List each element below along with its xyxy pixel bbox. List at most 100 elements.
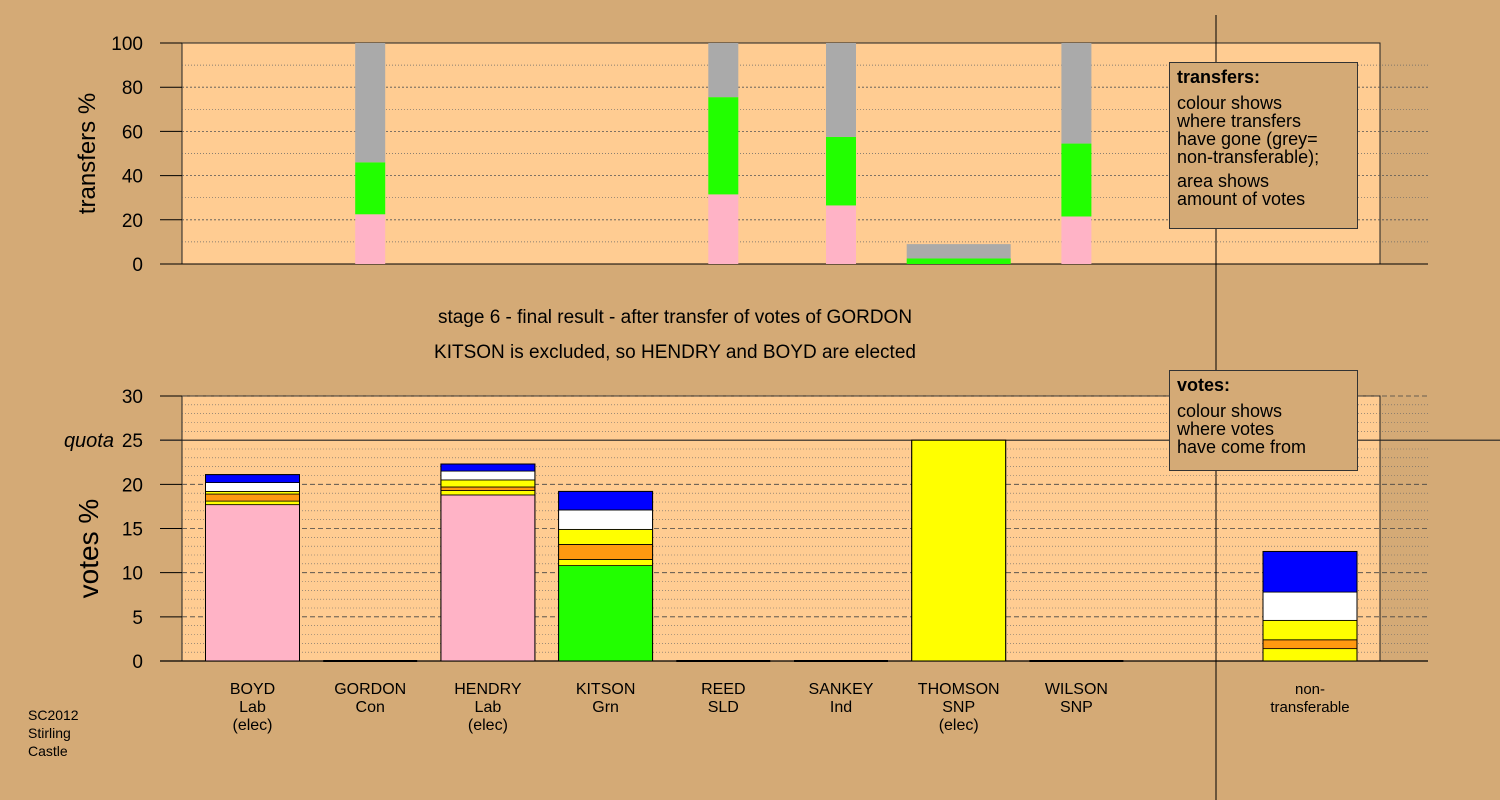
y-tick-label: 100 xyxy=(111,34,143,55)
vote-bar-segment xyxy=(1262,551,1358,593)
candidate-status: (elec) xyxy=(468,717,508,734)
candidate-party: Grn xyxy=(592,699,619,716)
candidate-name: HENDRY xyxy=(454,681,522,698)
transfers-legend-line: amount of votes xyxy=(1177,189,1306,209)
transfer-bar-segment xyxy=(826,43,856,137)
votes-legend-line: where votes xyxy=(1177,419,1275,439)
y-tick-label: 0 xyxy=(132,255,143,276)
candidate-name: REED xyxy=(701,681,745,698)
y-tick-label: 30 xyxy=(122,387,143,408)
y-tick-label: 5 xyxy=(132,608,143,629)
transfers-legend: transfers: colour shows where transfers … xyxy=(1169,62,1358,229)
vote-bar-segment xyxy=(1262,591,1358,621)
candidate-name: GORDON xyxy=(334,681,406,698)
candidate-name: KITSON xyxy=(576,681,636,698)
candidate-status: (elec) xyxy=(939,717,979,734)
vote-bar-segment xyxy=(440,470,536,481)
candidate-party: SNP xyxy=(1060,699,1093,716)
y-tick-label: 10 xyxy=(122,564,143,585)
vote-bar-segment xyxy=(1262,648,1358,662)
transfer-bar-segment xyxy=(1061,143,1092,217)
vote-bar-segment xyxy=(440,486,536,491)
votes-legend-line: colour shows xyxy=(1177,401,1283,421)
footnote: SC2012 Stirling Castle xyxy=(28,706,79,760)
y-tick-label: 20 xyxy=(122,211,143,232)
quota-label: quota xyxy=(64,430,114,452)
votes-chart: 0 5 10 15 20 25 30 quota votes % xyxy=(64,387,1500,673)
vote-bar-segment xyxy=(205,493,300,502)
transfers-legend-title: transfers: xyxy=(1177,67,1261,87)
transfers-legend-line: area shows xyxy=(1177,171,1270,191)
candidate-name: BOYD xyxy=(230,681,275,698)
y-tick-label: 20 xyxy=(122,475,143,496)
candidate-name: non- xyxy=(1295,681,1325,698)
y-tick-label: 15 xyxy=(122,520,143,541)
vote-bar-segment xyxy=(558,528,653,545)
candidate-party: Con xyxy=(356,699,385,716)
vote-bar-segment xyxy=(911,439,1007,662)
y-tick-label: 0 xyxy=(132,652,143,673)
vote-bar-segment xyxy=(205,504,300,662)
votes-legend-title: votes: xyxy=(1177,375,1231,395)
candidate-party: Ind xyxy=(830,699,852,716)
y-axis-label: votes % xyxy=(73,499,104,599)
vote-bar-outline xyxy=(911,439,1007,662)
vote-bar-outline xyxy=(440,463,536,662)
candidate-name: WILSON xyxy=(1045,681,1108,698)
candidate-name: SANKEY xyxy=(809,681,874,698)
y-tick-label: 25 xyxy=(122,431,143,452)
vote-bar-segment xyxy=(440,463,536,472)
y-tick-label: 80 xyxy=(122,78,143,99)
vote-bar-outline xyxy=(1262,550,1358,662)
vote-bar-segment xyxy=(558,544,653,560)
transfers-legend-line: have gone (grey= xyxy=(1177,129,1318,149)
vote-bar-segment xyxy=(558,490,653,511)
transfer-bar-segment xyxy=(826,136,856,206)
transfer-bar-segment xyxy=(906,258,1011,264)
candidate-party: Lab xyxy=(239,699,266,716)
transfer-bar-segment xyxy=(1061,43,1092,144)
candidate-name: THOMSON xyxy=(918,681,1000,698)
transfer-bar-segment xyxy=(355,162,386,215)
candidate-party: Lab xyxy=(475,699,502,716)
vote-bar-segment xyxy=(1262,619,1358,641)
transfer-bar-segment xyxy=(708,194,739,264)
transfer-bar-segment xyxy=(826,205,856,264)
vote-bar-segment xyxy=(558,509,653,530)
vote-bar-segment xyxy=(205,474,300,483)
footnote-line: SC2012 xyxy=(28,707,79,723)
footnote-line: Castle xyxy=(28,743,68,759)
transfer-bar-segment xyxy=(708,43,739,98)
y-tick-label: 60 xyxy=(122,122,143,143)
vote-bar-segment xyxy=(205,482,300,492)
votes-legend-line: have come from xyxy=(1177,437,1307,457)
candidate-party: transferable xyxy=(1270,699,1349,716)
candidate-party: SNP xyxy=(942,699,975,716)
vote-bar-segment xyxy=(558,559,653,567)
vote-bar-segment xyxy=(440,479,536,488)
vote-bar-segment xyxy=(440,494,536,662)
y-axis-label: transfers % xyxy=(74,93,101,214)
transfer-bar-segment xyxy=(708,97,739,195)
stage-subtitle: KITSON is excluded, so HENDRY and BOYD a… xyxy=(434,342,916,363)
stage-title: stage 6 - final result - after transfer … xyxy=(438,307,912,328)
vote-bar-outline xyxy=(205,474,300,662)
transfers-legend-line: non-transferable); xyxy=(1177,147,1320,167)
transfer-bar-segment xyxy=(355,214,386,264)
transfer-bar-segment xyxy=(1061,216,1092,264)
candidate-labels: BOYDLab(elec)GORDONConHENDRYLab(elec)KIT… xyxy=(230,681,1350,734)
votes-legend: votes: colour shows where votes have com… xyxy=(1169,370,1358,471)
y-tick-label: 40 xyxy=(122,167,143,188)
vote-bar-segment xyxy=(440,490,536,496)
vote-bar-segment xyxy=(205,500,300,506)
transfer-bar-segment xyxy=(906,244,1011,259)
candidate-party: SLD xyxy=(708,699,739,716)
transfers-legend-line: colour shows xyxy=(1177,93,1283,113)
vote-bar-segment xyxy=(558,565,653,662)
transfer-bar-segment xyxy=(355,43,386,163)
candidate-status: (elec) xyxy=(232,717,272,734)
transfers-legend-line: where transfers xyxy=(1177,111,1302,131)
vote-bar-segment xyxy=(1262,639,1358,650)
vote-bar-outline xyxy=(558,490,654,662)
footnote-line: Stirling xyxy=(28,725,71,741)
